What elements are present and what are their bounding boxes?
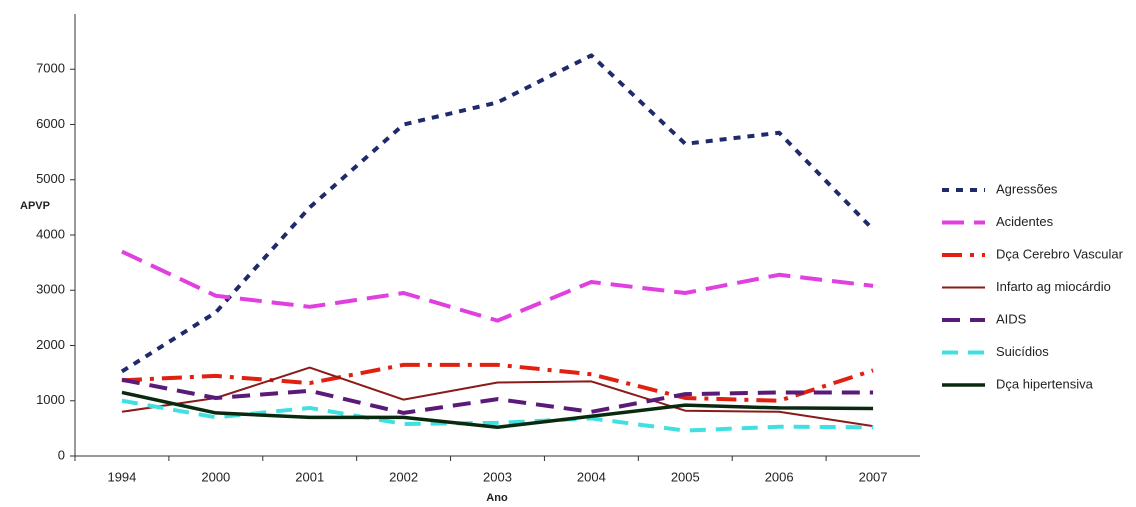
x-tick-label: 2005 bbox=[671, 469, 700, 484]
legend-label: Dça Cerebro Vascular bbox=[996, 246, 1124, 261]
y-tick-label: 2000 bbox=[36, 337, 65, 352]
series-line bbox=[121, 398, 874, 433]
legend-label: AIDS bbox=[996, 311, 1027, 326]
y-tick-label: 7000 bbox=[36, 61, 65, 76]
x-axis-label: Ano bbox=[486, 492, 508, 504]
series-line bbox=[121, 249, 874, 323]
series-line bbox=[121, 362, 874, 403]
x-tick-label: 2000 bbox=[201, 469, 230, 484]
x-tick-label: 2002 bbox=[389, 469, 418, 484]
legend-label: Acidentes bbox=[996, 214, 1054, 229]
y-tick-label: 3000 bbox=[36, 282, 65, 297]
series-line bbox=[120, 53, 875, 374]
y-tick-label: 6000 bbox=[36, 116, 65, 131]
series-line bbox=[121, 377, 874, 415]
legend-label: Dça hipertensiva bbox=[996, 376, 1094, 391]
x-tick-label: 1994 bbox=[107, 469, 136, 484]
y-tick-label: 0 bbox=[58, 447, 65, 462]
x-tick-label: 2006 bbox=[765, 469, 794, 484]
series-line bbox=[121, 390, 874, 430]
y-tick-label: 1000 bbox=[36, 392, 65, 407]
series-line bbox=[121, 366, 874, 428]
legend-label: Agressões bbox=[996, 181, 1058, 196]
legend-label: Infarto ag miocárdio bbox=[996, 279, 1111, 294]
x-tick-label: 2007 bbox=[859, 469, 888, 484]
y-tick-label: 4000 bbox=[36, 226, 65, 241]
y-axis-label: APVP bbox=[20, 200, 50, 212]
x-tick-label: 2003 bbox=[483, 469, 512, 484]
y-tick-label: 5000 bbox=[36, 171, 65, 186]
x-tick-label: 2001 bbox=[295, 469, 324, 484]
legend-label: Suicídios bbox=[996, 344, 1049, 359]
x-tick-label: 2004 bbox=[577, 469, 606, 484]
